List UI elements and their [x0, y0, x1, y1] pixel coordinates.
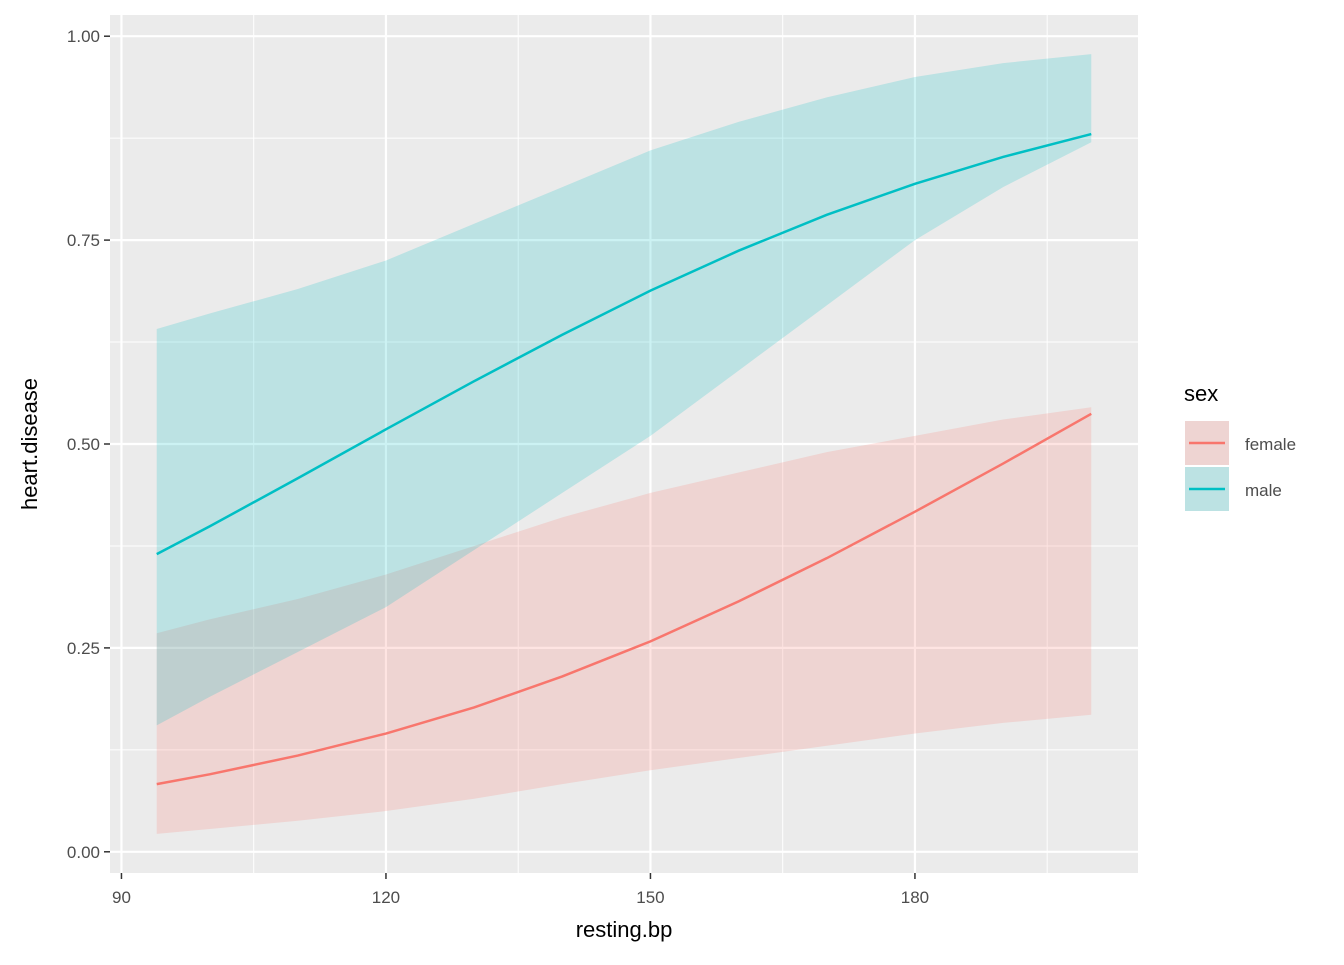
y-tick-label: 0.25 — [67, 639, 100, 658]
fit-line — [156, 132, 1092, 556]
legend-label: male — [1245, 481, 1282, 500]
x-axis-title: resting.bp — [576, 917, 673, 942]
legend-label: female — [1245, 435, 1296, 454]
y-tick-label: 0.50 — [67, 435, 100, 454]
confidence-ribbon — [156, 54, 1092, 726]
x-tick-label: 120 — [372, 888, 400, 907]
x-tick-label: 90 — [112, 888, 131, 907]
y-tick-label: 0.75 — [67, 231, 100, 250]
confidence-ribbon — [156, 407, 1092, 834]
y-tick-label: 0.00 — [67, 843, 100, 862]
y-tick-label: 1.00 — [67, 27, 100, 46]
fit-line — [156, 412, 1092, 786]
legend-title: sex — [1184, 381, 1218, 406]
x-tick-label: 180 — [901, 888, 929, 907]
x-tick-label: 150 — [636, 888, 664, 907]
y-axis-title: heart.disease — [17, 378, 42, 510]
